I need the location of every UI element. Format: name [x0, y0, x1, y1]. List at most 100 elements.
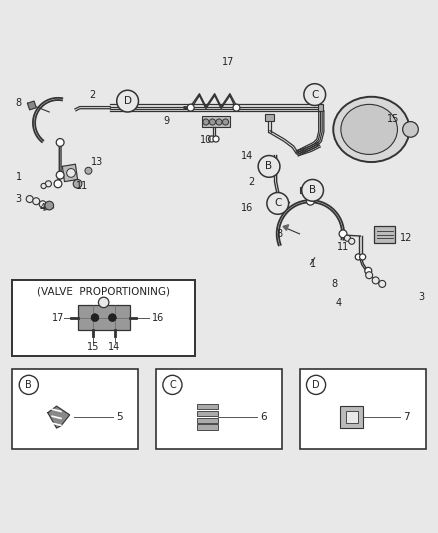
Circle shape [208, 136, 215, 142]
Text: 3: 3 [16, 194, 22, 204]
Text: 1: 1 [16, 172, 22, 182]
Text: 15: 15 [87, 342, 99, 352]
Circle shape [26, 196, 33, 203]
Text: 8: 8 [277, 229, 283, 239]
Text: 11: 11 [76, 181, 88, 191]
Circle shape [304, 84, 325, 106]
FancyBboxPatch shape [197, 403, 219, 409]
Circle shape [379, 280, 386, 287]
FancyBboxPatch shape [12, 279, 195, 356]
Circle shape [403, 122, 418, 137]
Circle shape [307, 197, 314, 205]
Text: 11: 11 [337, 242, 349, 252]
Text: 14: 14 [109, 342, 121, 352]
FancyBboxPatch shape [318, 104, 323, 111]
Circle shape [56, 139, 64, 147]
Text: B: B [265, 161, 272, 172]
Circle shape [85, 167, 92, 174]
Circle shape [163, 375, 182, 394]
Text: 2: 2 [90, 90, 96, 100]
Circle shape [46, 181, 51, 187]
Text: 3: 3 [418, 292, 424, 302]
Text: 9: 9 [164, 116, 170, 126]
Circle shape [91, 314, 99, 321]
Text: D: D [312, 380, 320, 390]
Text: 1: 1 [310, 260, 316, 269]
FancyBboxPatch shape [197, 424, 219, 430]
Text: 12: 12 [400, 233, 412, 243]
Text: 4: 4 [336, 298, 342, 309]
FancyBboxPatch shape [197, 417, 219, 423]
FancyBboxPatch shape [300, 369, 426, 449]
Text: 16: 16 [152, 313, 164, 322]
Polygon shape [283, 225, 289, 230]
Circle shape [372, 277, 379, 284]
Circle shape [99, 297, 109, 308]
Circle shape [187, 104, 194, 111]
Text: D: D [124, 96, 131, 106]
Text: 15: 15 [387, 114, 399, 124]
Text: 8: 8 [331, 279, 337, 289]
Circle shape [258, 156, 280, 177]
Text: 13: 13 [91, 157, 103, 167]
Text: 6: 6 [260, 412, 266, 422]
Text: 8: 8 [16, 98, 22, 108]
Text: 2: 2 [248, 176, 255, 187]
Text: 17: 17 [52, 313, 64, 322]
Text: 4: 4 [40, 203, 46, 213]
Circle shape [349, 238, 355, 244]
Circle shape [67, 168, 75, 177]
Circle shape [41, 183, 46, 189]
FancyBboxPatch shape [300, 187, 307, 192]
FancyBboxPatch shape [346, 411, 358, 423]
Text: B: B [309, 185, 316, 195]
FancyBboxPatch shape [156, 369, 282, 449]
Circle shape [223, 119, 229, 125]
Circle shape [339, 230, 347, 238]
Text: 14: 14 [241, 150, 254, 160]
Circle shape [216, 119, 222, 125]
Text: C: C [169, 380, 176, 390]
Text: 5: 5 [116, 412, 123, 422]
Circle shape [366, 272, 373, 279]
Text: (VALVE  PROPORTIONING): (VALVE PROPORTIONING) [37, 286, 170, 296]
Text: C: C [274, 198, 282, 208]
Circle shape [233, 104, 240, 111]
Polygon shape [28, 101, 36, 110]
FancyBboxPatch shape [340, 406, 363, 428]
Text: 16: 16 [241, 203, 254, 213]
Text: 7: 7 [403, 412, 410, 422]
Text: C: C [311, 90, 318, 100]
Circle shape [360, 254, 366, 260]
Circle shape [45, 201, 53, 210]
Text: B: B [25, 380, 32, 390]
Circle shape [19, 375, 39, 394]
FancyBboxPatch shape [273, 199, 282, 204]
Circle shape [54, 180, 62, 188]
Circle shape [365, 268, 372, 274]
Circle shape [209, 119, 215, 125]
Circle shape [39, 201, 46, 208]
Circle shape [56, 171, 64, 179]
Circle shape [344, 235, 350, 241]
Circle shape [355, 254, 361, 260]
Circle shape [203, 119, 209, 125]
Text: 17: 17 [222, 57, 234, 67]
FancyBboxPatch shape [201, 116, 230, 127]
Text: 10: 10 [200, 135, 212, 146]
Circle shape [33, 198, 40, 205]
FancyBboxPatch shape [12, 369, 138, 449]
Polygon shape [62, 164, 78, 182]
FancyBboxPatch shape [265, 114, 274, 120]
FancyBboxPatch shape [78, 305, 130, 330]
Circle shape [109, 314, 116, 321]
FancyBboxPatch shape [374, 226, 395, 243]
Circle shape [117, 90, 138, 112]
Polygon shape [48, 406, 70, 428]
Ellipse shape [333, 97, 410, 162]
Circle shape [213, 136, 219, 142]
FancyBboxPatch shape [197, 410, 219, 416]
Circle shape [267, 192, 289, 214]
Circle shape [302, 180, 323, 201]
Circle shape [73, 180, 82, 188]
